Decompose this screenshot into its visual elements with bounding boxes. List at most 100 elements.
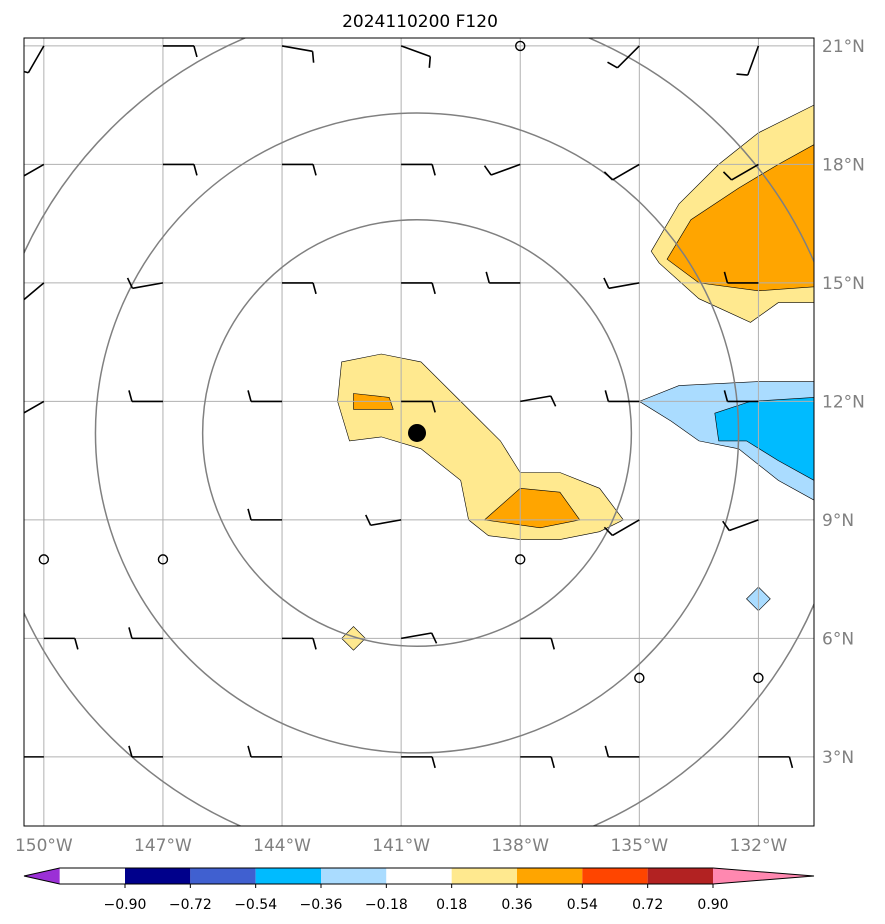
storm-center-marker bbox=[408, 423, 427, 442]
colorbar-tick-label: −0.54 bbox=[234, 897, 277, 913]
wind-barb bbox=[722, 519, 759, 532]
barb-staff bbox=[370, 519, 402, 527]
latitude-labels: 3°N 6°N 9°N 12°N 15°N 18°N 21°N bbox=[822, 37, 865, 768]
colorbar-tick-label: 0.54 bbox=[567, 897, 598, 913]
colorbar-segment bbox=[517, 868, 583, 884]
colorbar-extend-max bbox=[713, 868, 814, 884]
map-title: 2024110200 F120 bbox=[342, 12, 498, 32]
wind-barb bbox=[607, 45, 640, 69]
wind-barb bbox=[43, 637, 79, 650]
colorbar-tick-label: −0.72 bbox=[169, 897, 212, 913]
barb-staff bbox=[608, 282, 640, 290]
wind-barb bbox=[247, 508, 283, 521]
barb-staff bbox=[400, 632, 432, 640]
barb-feather bbox=[550, 756, 556, 769]
wind-barb bbox=[485, 271, 521, 284]
map-plot-area bbox=[10, 38, 814, 826]
wind-barb bbox=[281, 45, 315, 63]
calm-wind-marker bbox=[515, 40, 526, 52]
barb-feather bbox=[312, 164, 317, 176]
barb-feather bbox=[247, 508, 252, 521]
wind-barb bbox=[24, 45, 45, 74]
barb-staff bbox=[24, 163, 45, 177]
colorbar-tick-label: −0.18 bbox=[365, 897, 408, 913]
barb-feather bbox=[311, 51, 315, 63]
wind-barb bbox=[400, 45, 432, 68]
barb-feather bbox=[723, 390, 729, 402]
colorbar-segment bbox=[582, 868, 648, 884]
wind-barb bbox=[365, 514, 402, 527]
wind-barb bbox=[282, 637, 317, 650]
barb-feather bbox=[603, 277, 610, 289]
shaded-region-5 bbox=[666, 144, 814, 292]
wind-barb bbox=[722, 163, 759, 181]
wind-barb bbox=[247, 745, 283, 758]
colorbar-segment bbox=[451, 868, 517, 884]
barb-feather bbox=[431, 164, 436, 176]
barb-feather bbox=[24, 70, 29, 74]
barb-feather bbox=[126, 277, 134, 289]
wind-barb bbox=[604, 745, 640, 758]
colorbar-segment bbox=[255, 868, 321, 884]
barb-staff bbox=[281, 45, 313, 53]
calm-wind-marker bbox=[515, 554, 526, 565]
wind-barb bbox=[162, 163, 198, 176]
wind-barb bbox=[282, 163, 317, 176]
range-ring-0 bbox=[201, 218, 633, 648]
barb-staff bbox=[731, 163, 759, 181]
barb-feather bbox=[11, 296, 20, 302]
wind-barb bbox=[520, 637, 556, 650]
barb-feather bbox=[604, 390, 610, 402]
barb-feather bbox=[485, 271, 491, 284]
lon-tick-label: 138°W bbox=[491, 836, 549, 856]
colorbar-segment bbox=[190, 868, 256, 884]
wind-barb bbox=[401, 756, 436, 769]
wind-barb bbox=[483, 163, 521, 176]
wind-barb bbox=[401, 282, 436, 295]
lat-tick-label: 9°N bbox=[822, 511, 854, 531]
lon-tick-label: 141°W bbox=[372, 836, 430, 856]
barb-staff bbox=[729, 519, 759, 532]
barb-staff bbox=[400, 45, 431, 58]
barb-feather bbox=[193, 45, 198, 58]
lon-tick-label: 144°W bbox=[253, 836, 311, 856]
barb-feather bbox=[247, 390, 252, 402]
wind-barb bbox=[24, 400, 45, 414]
lat-tick-label: 18°N bbox=[822, 155, 865, 175]
colorbar-segment bbox=[321, 868, 387, 884]
wind-barb bbox=[736, 45, 760, 76]
shaded-region-2 bbox=[483, 487, 581, 529]
lon-tick-label: 135°W bbox=[610, 836, 668, 856]
barb-staff bbox=[27, 45, 45, 74]
wind-barb bbox=[247, 390, 283, 403]
wind-barb bbox=[282, 282, 317, 295]
barb-feather bbox=[312, 638, 317, 650]
barb-feather bbox=[128, 745, 133, 758]
colorbar-segment bbox=[386, 868, 452, 884]
barb-feather bbox=[483, 165, 492, 176]
wind-barb bbox=[128, 627, 163, 640]
wind-barb bbox=[128, 390, 163, 403]
lat-tick-label: 21°N bbox=[822, 37, 865, 57]
wind-barb bbox=[401, 163, 436, 176]
barb-staff bbox=[612, 519, 640, 537]
wind-barb bbox=[603, 277, 640, 290]
wind-barb bbox=[520, 756, 556, 769]
barb-feather bbox=[193, 164, 198, 176]
wind-barb bbox=[603, 519, 640, 537]
barb-feather bbox=[312, 282, 317, 295]
colorbar-outline bbox=[23, 867, 815, 885]
map-frame bbox=[23, 37, 815, 827]
wind-barb bbox=[400, 632, 438, 644]
barb-feather bbox=[603, 526, 614, 536]
barb-staff bbox=[616, 45, 640, 69]
colorbar-segment bbox=[125, 868, 191, 884]
colorbar-tick-label: 0.18 bbox=[436, 897, 467, 913]
barb-feather bbox=[603, 171, 614, 181]
barb-feather bbox=[604, 745, 610, 758]
wind-barb bbox=[723, 271, 759, 284]
barb-staff bbox=[490, 163, 521, 176]
barb-feather bbox=[723, 271, 729, 284]
barb-feather bbox=[10, 746, 13, 757]
